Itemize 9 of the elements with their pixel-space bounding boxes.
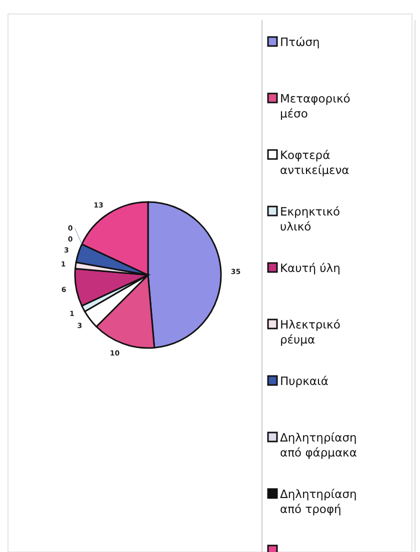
legend-label: Κοφτερά αντικείμενα — [280, 148, 350, 177]
legend-label: Ηλεκτρικό ρέυμα — [280, 318, 340, 346]
legend-label: Εκρηκτικό υλικό — [280, 204, 340, 234]
legend-label: Δηλητηρίαση από φάρμακα — [280, 430, 358, 460]
legend-label: Καυτή ύλη — [280, 261, 340, 276]
legend-label: Πτώση — [280, 35, 320, 50]
legend-label: Μεταφορικό μέσο — [280, 92, 350, 120]
legend-label: Πυρκαιά — [280, 374, 329, 388]
legend-label: Δηλητηρίαση από τροφή — [280, 487, 357, 516]
